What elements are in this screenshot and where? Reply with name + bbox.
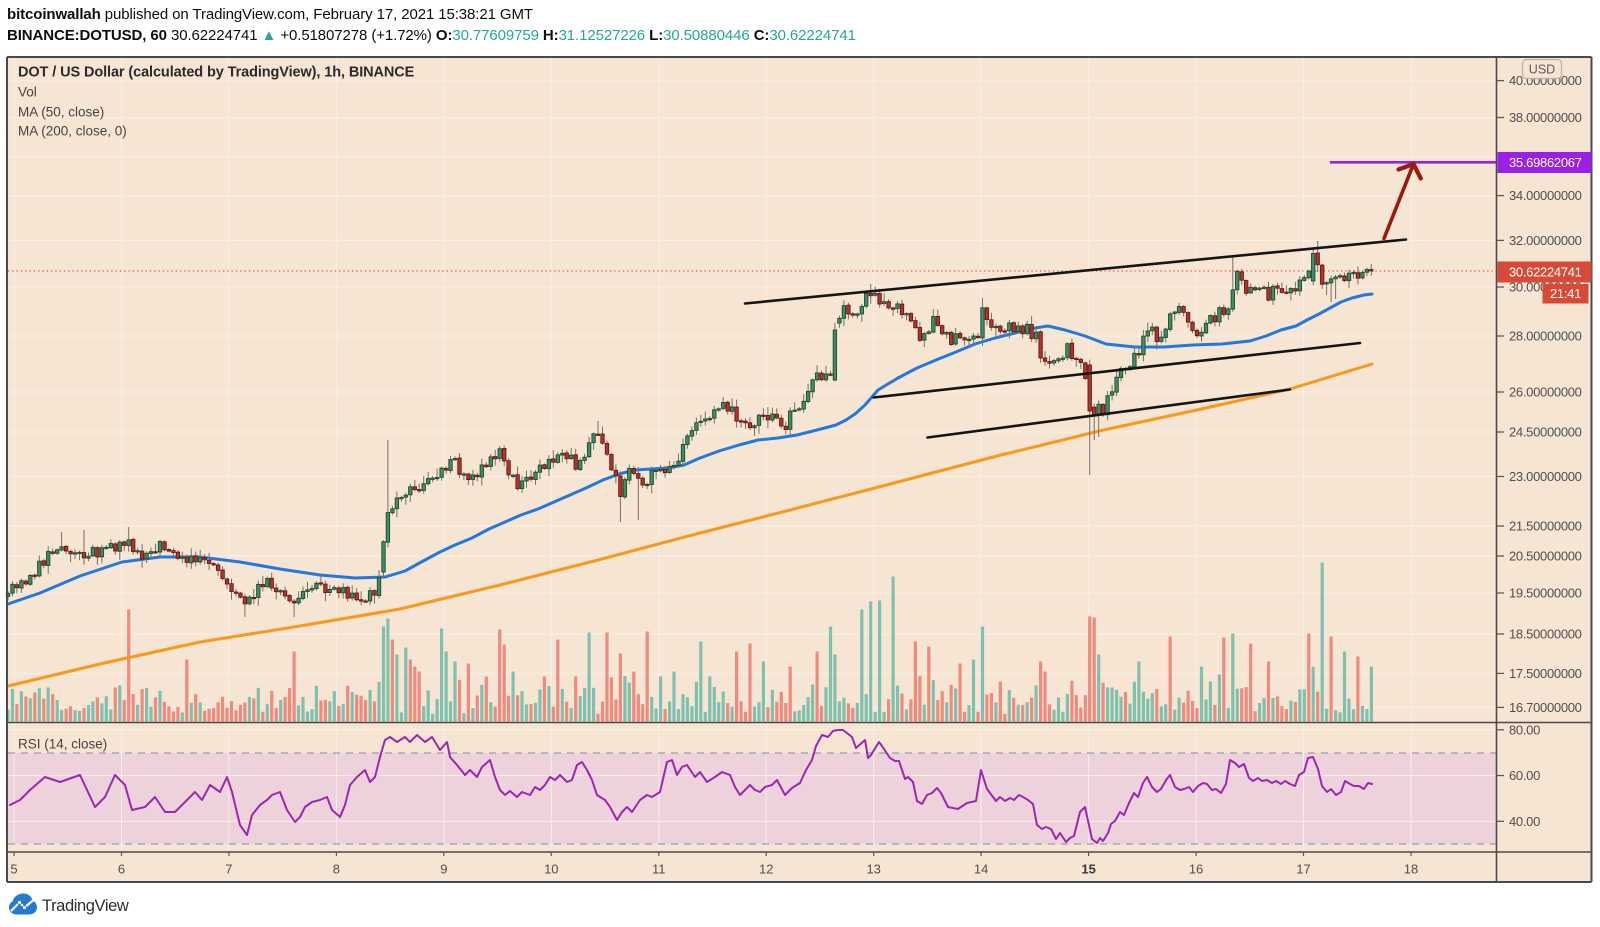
svg-text:15: 15 bbox=[1081, 862, 1095, 877]
svg-text:17.50000000: 17.50000000 bbox=[1509, 666, 1582, 681]
svg-text:24.50000000: 24.50000000 bbox=[1509, 425, 1582, 440]
svg-text:16.70000000: 16.70000000 bbox=[1509, 700, 1582, 715]
svg-text:80.00: 80.00 bbox=[1509, 722, 1540, 737]
svg-text:DOT / US Dollar (calculated by: DOT / US Dollar (calculated by TradingVi… bbox=[18, 65, 415, 81]
svg-text:RSI (14, close): RSI (14, close) bbox=[18, 737, 107, 752]
svg-text:17: 17 bbox=[1296, 862, 1310, 877]
svg-text:35.69862067: 35.69862067 bbox=[1509, 155, 1582, 170]
svg-text:23.00000000: 23.00000000 bbox=[1509, 469, 1582, 484]
svg-text:bitcoinwallah published on Tra: bitcoinwallah published on TradingView.c… bbox=[7, 6, 533, 23]
svg-text:MA (50, close): MA (50, close) bbox=[18, 105, 104, 120]
svg-text:28.00000000: 28.00000000 bbox=[1509, 329, 1582, 344]
svg-text:11: 11 bbox=[652, 862, 666, 877]
svg-text:9: 9 bbox=[440, 862, 447, 877]
svg-text:16: 16 bbox=[1189, 862, 1203, 877]
svg-text:13: 13 bbox=[866, 862, 880, 877]
svg-text:14: 14 bbox=[974, 862, 988, 877]
svg-text:Vol: Vol bbox=[18, 85, 37, 100]
svg-text:38.00000000: 38.00000000 bbox=[1509, 110, 1582, 125]
svg-text:7: 7 bbox=[225, 862, 232, 877]
svg-text:USD: USD bbox=[1529, 63, 1555, 77]
svg-text:21:41: 21:41 bbox=[1550, 286, 1581, 301]
svg-text:6: 6 bbox=[118, 862, 125, 877]
svg-text:21.50000000: 21.50000000 bbox=[1509, 519, 1582, 534]
svg-text:30.62224741: 30.62224741 bbox=[1509, 264, 1582, 279]
svg-text:8: 8 bbox=[333, 862, 340, 877]
svg-text:40.00: 40.00 bbox=[1509, 814, 1540, 829]
svg-text:26.00000000: 26.00000000 bbox=[1509, 385, 1582, 400]
svg-text:TradingView: TradingView bbox=[42, 897, 129, 915]
svg-text:MA (200, close, 0): MA (200, close, 0) bbox=[18, 124, 127, 139]
svg-text:10: 10 bbox=[544, 862, 558, 877]
svg-text:18.50000000: 18.50000000 bbox=[1509, 627, 1582, 642]
svg-text:34.00000000: 34.00000000 bbox=[1509, 188, 1582, 203]
svg-text:5: 5 bbox=[10, 862, 17, 877]
svg-text:19.50000000: 19.50000000 bbox=[1509, 586, 1582, 601]
svg-text:18: 18 bbox=[1404, 862, 1418, 877]
svg-text:60.00: 60.00 bbox=[1509, 768, 1540, 783]
svg-text:20.50000000: 20.50000000 bbox=[1509, 549, 1582, 564]
svg-text:12: 12 bbox=[759, 862, 773, 877]
svg-text:BINANCE:DOTUSD, 60 30.6222474: BINANCE:DOTUSD, 60 30.62224741 ▲ +0.5180… bbox=[7, 27, 856, 44]
svg-text:32.00000000: 32.00000000 bbox=[1509, 233, 1582, 248]
